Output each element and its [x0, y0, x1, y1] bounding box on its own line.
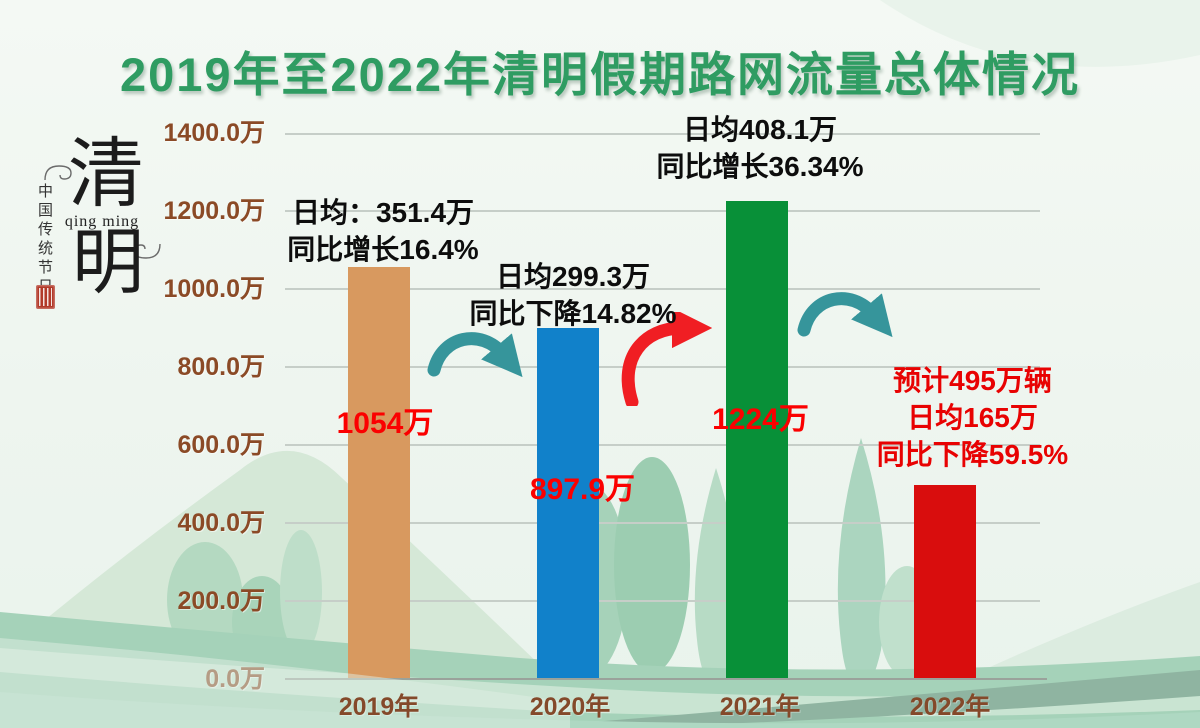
chart-area	[285, 133, 1040, 679]
gridline	[285, 133, 1040, 135]
x-tick-label-2022: 2022年	[909, 693, 991, 721]
y-tick-label: 0.0万	[205, 665, 265, 693]
annotation-line: 同比下降14.82%	[469, 298, 677, 329]
annotation-line: 预计495万辆	[893, 365, 1052, 396]
gridline	[285, 210, 1040, 212]
trend-up-arrow-icon	[621, 312, 713, 406]
annotation-line: 日均299.3万	[495, 261, 651, 292]
bar-value-label-2020: 897.9万	[529, 473, 636, 506]
bar-value-label-2021: 1224万	[712, 403, 809, 436]
cloud-swirl-icon	[44, 165, 72, 181]
logo-seal-icon	[36, 285, 55, 309]
logo-pinyin: qing ming	[64, 213, 140, 230]
annotation-line: 同比下降59.5%	[876, 439, 1069, 470]
annotation-line: 日均：351.4万	[291, 197, 475, 228]
qingming-logo: 清 qing ming 明 中国传统节日	[28, 133, 173, 328]
bar-value-label-2019: 1054万	[336, 407, 434, 440]
bar-2019	[348, 267, 410, 678]
x-tick-label-2020: 2020年	[529, 693, 611, 721]
annotation-2022: 预计495万辆 日均165万 同比下降59.5%	[850, 362, 1095, 473]
bar-2020	[537, 328, 599, 678]
x-axis-line	[285, 678, 1047, 680]
x-tick-label-2019: 2019年	[338, 693, 420, 721]
annotation-line: 同比增长36.34%	[656, 151, 864, 182]
y-tick-label: 200.0万	[177, 587, 265, 615]
x-tick-label-2021: 2021年	[719, 693, 801, 721]
annotation-2019: 日均：351.4万 同比增长16.4%	[263, 194, 503, 268]
annotation-line: 日均165万	[907, 402, 1038, 433]
y-axis-labels: 1400.0万 1200.0万 1000.0万 800.0万 600.0万 40…	[130, 0, 265, 728]
trend-down-arrow-icon	[427, 332, 523, 378]
annotation-line: 同比增长16.4%	[287, 234, 479, 265]
bar-2021	[726, 201, 788, 678]
y-tick-label: 1400.0万	[163, 119, 265, 147]
trend-down-arrow-icon	[797, 292, 893, 338]
gridline	[285, 522, 1040, 524]
annotation-2020: 日均299.3万 同比下降14.82%	[448, 258, 698, 332]
y-tick-label: 600.0万	[177, 431, 265, 459]
annotation-2021: 日均408.1万 同比增长36.34%	[630, 111, 890, 185]
gridline	[285, 366, 1040, 368]
annotation-line: 日均408.1万	[682, 114, 838, 145]
gridline	[285, 444, 1040, 446]
y-tick-label: 1200.0万	[163, 197, 265, 225]
logo-char-ming: 明	[72, 223, 145, 303]
page-title: 2019年至2022年清明假期路网流量总体情况	[119, 48, 1081, 101]
y-tick-label: 1000.0万	[163, 275, 265, 303]
cloud-swirl-icon	[133, 243, 161, 259]
gridline	[285, 600, 1040, 602]
y-tick-label: 800.0万	[177, 353, 265, 381]
bar-2022	[914, 485, 976, 678]
logo-char-qing: 清	[68, 133, 144, 217]
gridline	[285, 288, 1040, 290]
y-tick-label: 400.0万	[177, 509, 265, 537]
logo-side-text: 中国传统节日	[36, 183, 52, 297]
